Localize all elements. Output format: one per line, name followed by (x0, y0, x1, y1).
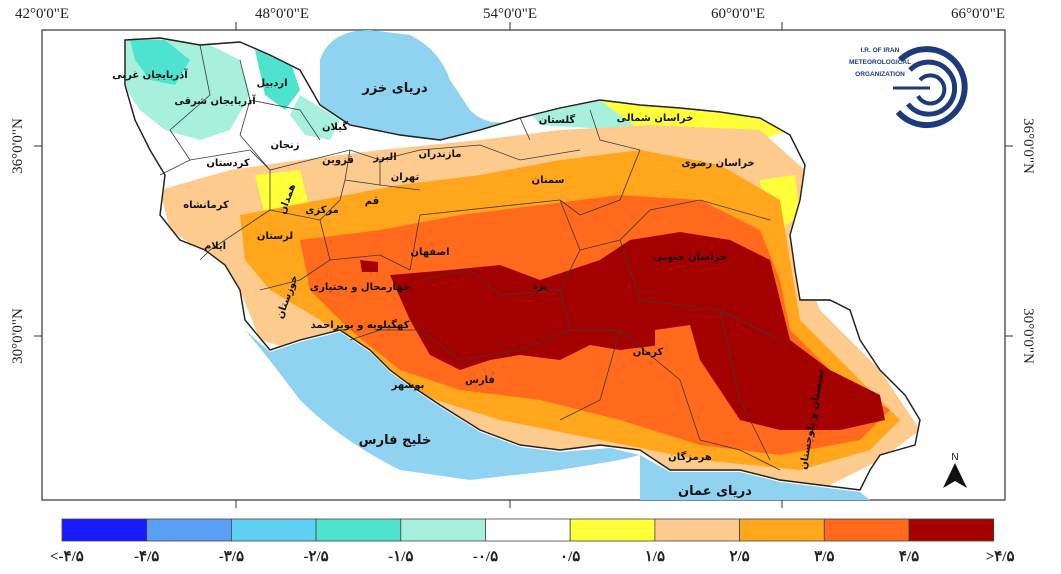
province-label: کهگیلویه و بویراحمد (311, 318, 410, 331)
legend-label: -۱/۵ (388, 549, 413, 565)
province-borders (159, 44, 781, 471)
zone-4-5-main (390, 232, 885, 430)
legend: <-۴/۵ -۴/۵ -۳/۵ -۲/۵ -۱/۵ -۰/۵ ۰/۵ ۱/۵ ۲/۵ ۳/۵ ۴/۵… (50, 518, 1015, 565)
zone-4-5-spot (360, 260, 378, 272)
province-label: یزد (532, 281, 547, 292)
legend-label: -۲/۵ (303, 549, 328, 565)
province-label: بوشهر (391, 380, 425, 391)
province-label: آذربایجان شرقی (174, 94, 256, 107)
legend-label: ۲/۵ (729, 549, 749, 565)
province-label: آذربایجان غربی (112, 68, 188, 81)
province-label: مازندران (419, 149, 462, 160)
lat-label-left-30: 30°0'0"N (10, 308, 26, 364)
legend-swatch (569, 518, 656, 542)
caspian-sea (320, 30, 520, 148)
province-label: چهارمحال و بختیاری (310, 282, 410, 293)
legend-swatch (230, 518, 317, 542)
province-label: گیلان (322, 120, 348, 133)
logo-line1: I.R. OF IRAN (861, 47, 900, 54)
province-label: زنجان (270, 140, 299, 151)
province-label: قم (365, 196, 379, 207)
legend-label: -۰/۵ (473, 549, 498, 565)
label-oman-sea: دریای عمان (678, 484, 752, 499)
lon-label-66: 66°0'0"E (951, 6, 1005, 22)
legend-label: ۱/۵ (645, 549, 665, 565)
legend-label: >۴/۵ (986, 549, 1015, 565)
province-label: هرمزگان (668, 450, 712, 463)
persian-gulf (245, 330, 640, 480)
province-label: خراسان جنوبی (653, 252, 727, 263)
lat-label-right-36: 36°0'0"N (1020, 118, 1036, 174)
province-label: اصفهان (410, 247, 449, 258)
province-label: خراسان رضوی (681, 158, 754, 169)
svg-text:N: N (951, 452, 958, 463)
lon-label-42: 42°0'0"E (15, 6, 69, 22)
province-label: کرمانشاه (183, 200, 229, 211)
logo-line2: METEOROLOGICAL (849, 59, 911, 66)
zone-2-5-east-hole (655, 325, 700, 375)
province-label: کرمان (633, 347, 664, 358)
province-label: قزوین (322, 155, 354, 166)
lon-label-48: 48°0'0"E (255, 6, 309, 22)
province-label: فارس (465, 375, 495, 386)
north-arrow-icon: N (943, 452, 967, 488)
graticule-ticks (34, 22, 1013, 508)
province-label: خراسان شمالی (617, 113, 694, 124)
legend-swatch (400, 518, 486, 542)
province-label: البرز (372, 152, 396, 163)
logo-line3: ORGANIZATION (855, 71, 905, 78)
lon-label-60: 60°0'0"E (711, 6, 765, 22)
province-label: سمنان (532, 175, 565, 186)
province-label: گلستان (539, 113, 576, 126)
legend-label: -۳/۵ (219, 549, 244, 565)
legend-swatch (739, 518, 825, 542)
province-label: اردبیل (256, 78, 287, 89)
province-label: لرستان (257, 231, 293, 242)
legend-label: <-۴/۵ (50, 549, 84, 565)
label-persian-gulf: خلیج فارس (359, 433, 432, 448)
province-label: تهران (391, 172, 420, 183)
lat-label-right-30: 30°0'0"N (1020, 308, 1036, 364)
legend-label: -۴/۵ (134, 549, 159, 565)
legend-swatch (146, 518, 232, 542)
legend-swatch (654, 518, 741, 542)
zone-minus-3-5 (130, 40, 190, 85)
legend-label: ۴/۵ (899, 549, 919, 565)
anomaly-zones (125, 38, 920, 490)
province-label: مرکزی (305, 205, 339, 216)
legend-swatch (908, 518, 995, 542)
legend-swatch (485, 518, 571, 542)
legend-swatch (61, 518, 148, 542)
province-label: ایلام (204, 241, 226, 252)
lat-label-left-36: 36°0'0"N (10, 118, 26, 174)
label-caspian: دریای خزر (361, 81, 428, 96)
lon-label-54: 54°0'0"E (483, 6, 537, 22)
province-label: کردستان (206, 158, 250, 169)
legend-label: ۰/۵ (560, 549, 580, 565)
meteorological-organization-logo: I.R. OF IRAN METEOROLOGICAL ORGANIZATION (849, 46, 970, 128)
zone-north-light (290, 95, 340, 140)
legend-swatch (315, 518, 402, 542)
legend-label: ۳/۵ (814, 549, 834, 565)
legend-swatch (823, 518, 910, 542)
oman-sea (640, 455, 870, 500)
